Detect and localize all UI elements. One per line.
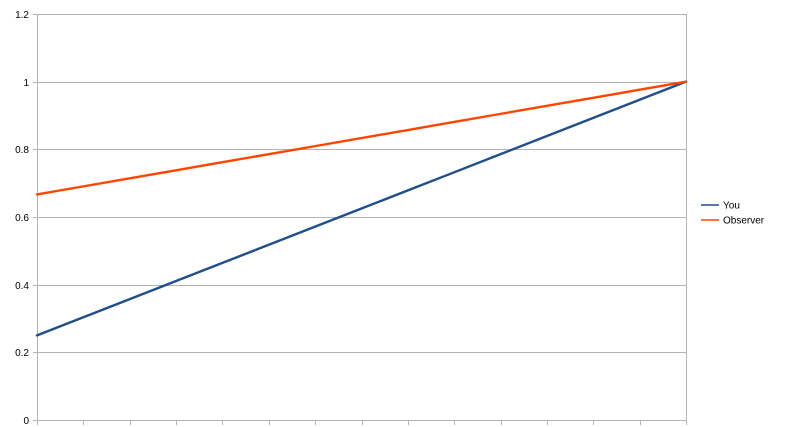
y-tick-label: 1.2	[15, 10, 29, 21]
y-tick-label: 0.2	[15, 348, 29, 359]
y-tick-label: 0.6	[15, 213, 29, 224]
series-lines	[35, 80, 688, 337]
series-line-you	[35, 80, 688, 337]
gridlines	[37, 14, 686, 421]
y-tick-label: 0.4	[15, 281, 29, 292]
legend: You Observer	[701, 201, 765, 227]
legend-label-observer: Observer	[723, 216, 765, 227]
y-axis-tick-labels: 0 0.2 0.4 0.6 0.8 1 1.2	[15, 10, 37, 427]
y-tick-label: 0	[23, 416, 29, 427]
axes	[37, 14, 687, 424]
legend-label-you: You	[723, 201, 740, 212]
series-line-observer	[35, 80, 688, 196]
y-tick-label: 1	[23, 78, 29, 89]
y-tick-label: 0.8	[15, 145, 29, 156]
x-axis-tick-marks	[37, 420, 687, 425]
